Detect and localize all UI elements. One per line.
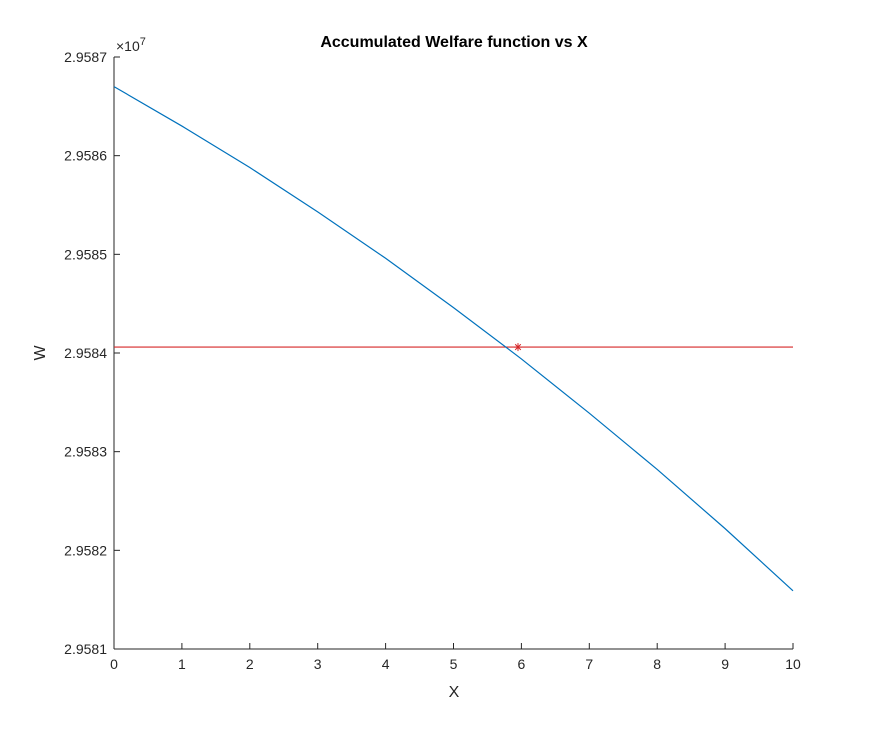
x-tick-label: 7 [585, 656, 593, 672]
y-exponent-base: ×10 [116, 38, 140, 54]
x-tick-label: 4 [382, 656, 390, 672]
y-axis: 2.9581 2.9582 2.9583 2.9584 2.9585 2.9586 2.95… [64, 49, 120, 657]
x-tick-label: 8 [653, 656, 661, 672]
intersection-marker [514, 343, 523, 352]
x-tick-label: 9 [721, 656, 729, 672]
x-tick-label: 6 [518, 656, 526, 672]
y-exponent-power: 7 [140, 36, 146, 48]
plot-area [114, 57, 793, 649]
x-tick-label: 3 [314, 656, 322, 672]
y-exponent-label: ×107 [116, 36, 146, 54]
series-line [113, 86, 794, 592]
x-tick-label: 0 [110, 656, 118, 672]
x-tick-label: 10 [785, 656, 801, 672]
x-axis: 0 1 2 3 4 5 6 7 8 9 10 [110, 643, 801, 672]
y-tick-label: 2.9587 [64, 49, 107, 65]
y-tick-label: 2.9586 [64, 148, 107, 164]
y-tick-label: 2.9585 [64, 246, 107, 262]
chart-title: Accumulated Welfare function vs X [320, 34, 588, 51]
y-tick-label: 2.9581 [64, 641, 107, 657]
x-tick-label: 1 [178, 656, 186, 672]
x-axis-label: X [449, 684, 460, 701]
x-tick-label: 2 [246, 656, 254, 672]
y-tick-label: 2.9584 [64, 345, 107, 361]
y-tick-label: 2.9583 [64, 444, 107, 460]
x-tick-label: 5 [450, 656, 458, 672]
y-axis-label: W [32, 345, 49, 361]
y-tick-label: 2.9582 [64, 542, 107, 558]
series-layer [113, 86, 794, 592]
